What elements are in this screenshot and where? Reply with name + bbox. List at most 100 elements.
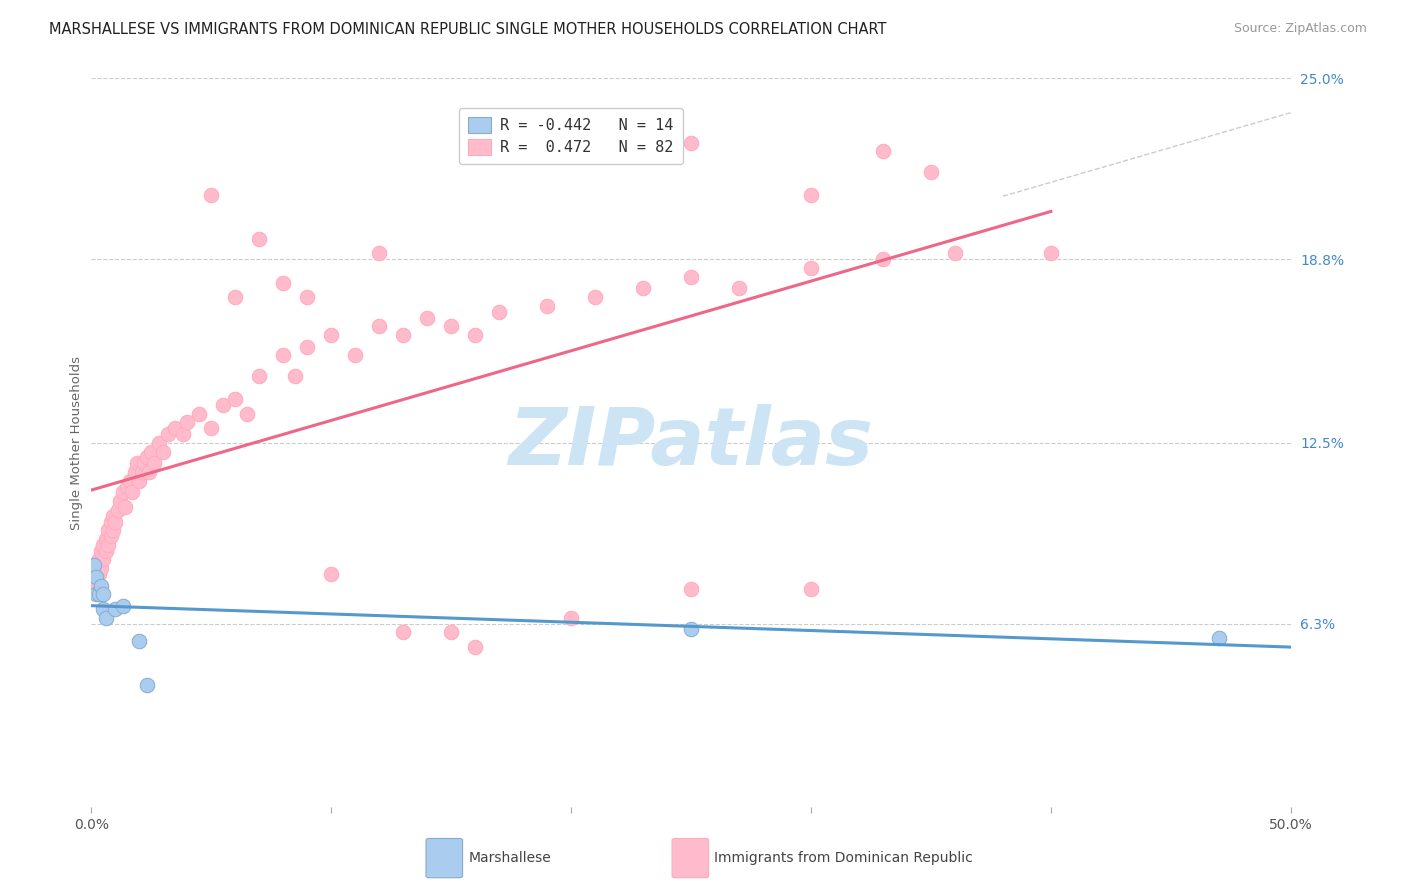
Point <box>135 678 157 692</box>
Point <box>104 515 127 529</box>
Point <box>1208 631 1230 645</box>
Point <box>872 145 894 159</box>
Point <box>108 494 131 508</box>
Point <box>117 480 139 494</box>
Point <box>172 427 194 442</box>
Point <box>679 269 702 284</box>
Point <box>728 281 751 295</box>
Point <box>631 281 654 295</box>
Point <box>138 465 160 479</box>
Text: MARSHALLESE VS IMMIGRANTS FROM DOMINICAN REPUBLIC SINGLE MOTHER HOUSEHOLDS CORRE: MARSHALLESE VS IMMIGRANTS FROM DOMINICAN… <box>49 22 887 37</box>
Point <box>488 304 510 318</box>
Point <box>93 602 115 616</box>
Point <box>679 136 702 150</box>
Point <box>224 392 246 406</box>
Point <box>247 232 270 246</box>
Point <box>93 552 115 566</box>
Point <box>94 543 117 558</box>
Point <box>271 348 294 362</box>
Point <box>440 319 463 334</box>
Point <box>247 368 270 383</box>
Text: Marshallese: Marshallese <box>468 851 551 865</box>
Point <box>224 290 246 304</box>
Point <box>392 625 415 640</box>
Text: ZIPatlas: ZIPatlas <box>509 404 873 482</box>
Point <box>100 515 122 529</box>
Point <box>321 567 343 582</box>
Point <box>200 421 222 435</box>
Point <box>134 456 156 470</box>
Point <box>157 427 180 442</box>
Point <box>128 474 150 488</box>
Point <box>84 587 107 601</box>
Point <box>297 340 319 354</box>
Point <box>118 474 141 488</box>
Point <box>84 573 107 587</box>
Point <box>464 640 486 654</box>
Point <box>104 602 127 616</box>
Point <box>1039 246 1062 260</box>
Point <box>271 276 294 290</box>
Point <box>236 407 259 421</box>
Point <box>176 416 198 430</box>
Point <box>142 456 165 470</box>
Point <box>297 290 319 304</box>
Point <box>368 246 391 260</box>
Point <box>94 611 117 625</box>
Point <box>188 407 211 421</box>
Point <box>128 634 150 648</box>
Point <box>800 260 823 275</box>
Point <box>100 529 122 543</box>
Point <box>679 623 702 637</box>
Point <box>93 587 115 601</box>
Point <box>392 328 415 343</box>
Point <box>83 558 105 573</box>
Point <box>212 398 235 412</box>
Point <box>87 552 110 566</box>
Point <box>583 290 606 304</box>
Point <box>152 444 174 458</box>
Y-axis label: Single Mother Households: Single Mother Households <box>70 356 83 530</box>
Point <box>165 421 187 435</box>
Point <box>125 456 148 470</box>
Text: Source: ZipAtlas.com: Source: ZipAtlas.com <box>1233 22 1367 36</box>
Point <box>872 252 894 267</box>
Point <box>536 299 558 313</box>
Point <box>344 348 367 362</box>
Point <box>84 570 107 584</box>
Point <box>101 524 124 538</box>
Point <box>464 328 486 343</box>
Point <box>368 319 391 334</box>
Point <box>321 328 343 343</box>
Point <box>87 587 110 601</box>
Point <box>800 188 823 202</box>
Point <box>124 465 146 479</box>
Point <box>121 485 143 500</box>
Point <box>90 543 112 558</box>
Point <box>107 503 129 517</box>
Point <box>560 611 582 625</box>
Point <box>800 582 823 596</box>
Point <box>83 582 105 596</box>
Point <box>920 165 942 179</box>
Point <box>94 532 117 546</box>
Point <box>679 582 702 596</box>
Point <box>87 567 110 582</box>
Text: Immigrants from Dominican Republic: Immigrants from Dominican Republic <box>714 851 973 865</box>
Point <box>111 599 134 614</box>
Point <box>90 579 112 593</box>
Point <box>284 368 307 383</box>
Point <box>90 561 112 575</box>
Point <box>97 524 120 538</box>
Point <box>111 485 134 500</box>
Point <box>101 508 124 523</box>
Point <box>93 538 115 552</box>
Point <box>200 188 222 202</box>
Point <box>416 310 439 325</box>
Point <box>148 436 170 450</box>
Legend: R = -0.442   N = 14, R =  0.472   N = 82: R = -0.442 N = 14, R = 0.472 N = 82 <box>460 108 683 164</box>
Point <box>440 625 463 640</box>
Point <box>141 444 163 458</box>
Point <box>131 465 153 479</box>
Point <box>135 450 157 465</box>
